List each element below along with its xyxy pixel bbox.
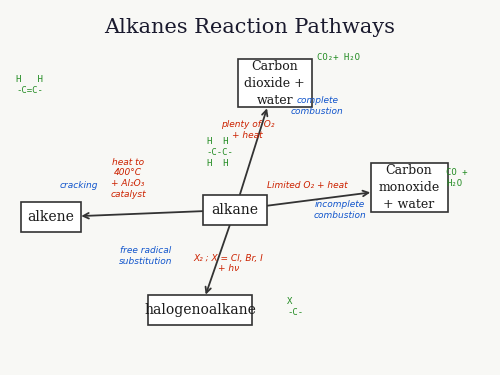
Text: halogenoalkane: halogenoalkane (144, 303, 256, 317)
Text: free radical
substitution: free radical substitution (119, 246, 172, 266)
Text: H   H
-C=C-: H H -C=C- (16, 75, 43, 95)
FancyBboxPatch shape (370, 163, 448, 212)
Text: incomplete
combustion: incomplete combustion (313, 200, 366, 220)
FancyBboxPatch shape (238, 59, 312, 108)
Text: Limited O₂ + heat: Limited O₂ + heat (267, 181, 347, 190)
Text: cracking: cracking (59, 181, 98, 190)
Text: alkane: alkane (212, 203, 258, 217)
FancyBboxPatch shape (22, 202, 81, 232)
Text: heat to
400°C
+ Al₂O₃
catalyst: heat to 400°C + Al₂O₃ catalyst (110, 158, 146, 199)
FancyBboxPatch shape (148, 296, 252, 325)
Text: X
-C-: X -C- (288, 297, 304, 317)
FancyBboxPatch shape (203, 195, 268, 225)
Text: Carbon
dioxide +
water: Carbon dioxide + water (244, 60, 305, 107)
Text: H  H
-C-C-
H  H: H H -C-C- H H (206, 136, 234, 168)
Text: CO₂+ H₂O: CO₂+ H₂O (317, 54, 360, 63)
Text: alkene: alkene (28, 210, 74, 224)
Text: Alkanes Reaction Pathways: Alkanes Reaction Pathways (104, 18, 396, 37)
Text: X₂ ; X = Cl, Br, I
+ hν: X₂ ; X = Cl, Br, I + hν (193, 254, 263, 273)
Text: complete
combustion: complete combustion (291, 96, 344, 116)
Text: plenty of O₂
+ heat: plenty of O₂ + heat (221, 120, 274, 140)
Text: Carbon
monoxide
+ water: Carbon monoxide + water (378, 164, 440, 211)
Text: CO +
H₂O: CO + H₂O (446, 168, 468, 188)
